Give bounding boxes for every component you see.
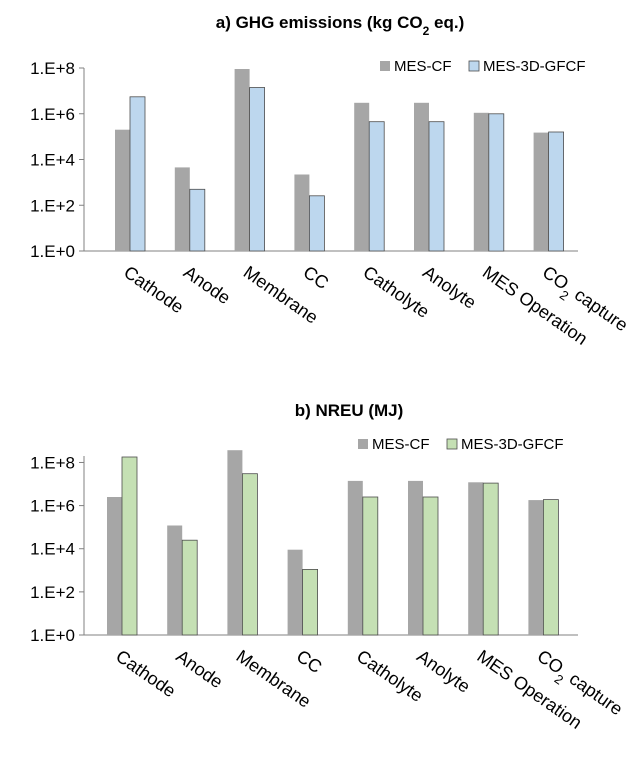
chart-title: a) GHG emissions (kg CO2 eq.): [216, 13, 465, 38]
y-tick-label: 1.E+6: [30, 497, 75, 516]
bar-mes-3d-gfcf-mes-operation: [488, 113, 505, 252]
bar-mes-cf-co-capture: [528, 500, 544, 635]
bar-mes-3d-gfcf-cc: [302, 569, 319, 636]
x-tick-label: Anode: [172, 646, 226, 692]
bar-mes-cf-mes-operation: [468, 482, 484, 635]
y-tick-label: 1.E+8: [30, 59, 75, 78]
bar-mes-cf-mes-operation: [473, 112, 489, 251]
y-tick-label: 1.E+0: [30, 242, 75, 261]
bar-mes-cf-membrane: [234, 69, 250, 251]
x-tick-label: Cathode: [112, 646, 179, 701]
bar-mes-3d-gfcf-cathode: [121, 456, 138, 636]
bar-mes-3d-gfcf-catholyte: [368, 121, 385, 252]
legend-label: MES-3D-GFCF: [461, 436, 564, 453]
bar-mes-cf-anolyte: [408, 480, 423, 635]
bar-mes-cf-cc: [294, 174, 310, 251]
bar-mes-cf-anode: [174, 167, 190, 251]
bar-mes-cf-anolyte: [414, 102, 429, 251]
bar-mes-3d-gfcf-cc: [308, 195, 325, 252]
bar-mes-3d-gfcf-membrane: [241, 473, 258, 636]
bar-mes-3d-gfcf-membrane: [249, 87, 266, 252]
y-tick-label: 1.E+2: [30, 583, 75, 602]
x-tick-label: Cathode: [120, 262, 187, 317]
bar-mes-cf-membrane: [227, 450, 243, 635]
x-tick-label: Catholyte: [359, 262, 433, 322]
legend: MES-CF MES-3D-GFCF: [358, 436, 564, 453]
bar-mes-3d-gfcf-catholyte: [362, 496, 379, 636]
x-tick-label: Anode: [180, 262, 234, 308]
chart-b: b) NREU (MJ) 1.E+0 1.E+2 1.E+4 1.E+6 1.E+8 Cat…: [30, 401, 626, 733]
bar-mes-3d-gfcf-anode: [181, 539, 198, 636]
bar-mes-3d-gfcf-mes-operation: [482, 482, 499, 636]
bar-mes-3d-gfcf-co-capture: [543, 499, 559, 636]
bar-mes-3d-gfcf-co-capture: [548, 131, 564, 252]
bar-mes-cf-cathode: [107, 497, 122, 635]
chart-title: b) NREU (MJ): [295, 401, 404, 420]
y-tick-label: 1.E+4: [30, 540, 75, 559]
bar-mes-cf-catholyte: [347, 480, 363, 635]
bar-mes-cf-co-capture: [533, 132, 549, 251]
bar-mes-cf-anode: [167, 525, 183, 635]
y-tick-label: 1.E+4: [30, 151, 75, 170]
legend-swatch: [446, 438, 458, 450]
x-tick-label: CC: [293, 646, 326, 677]
bar-mes-3d-gfcf-anode: [189, 188, 206, 252]
bar-mes-3d-gfcf-anolyte: [428, 121, 445, 252]
y-tick-label: 1.E+8: [30, 453, 75, 472]
legend-label: MES-CF: [372, 436, 430, 453]
x-tick-label: MES Operation: [479, 262, 591, 349]
legend-swatch: [380, 61, 390, 71]
legend-label: MES-CF: [394, 58, 452, 75]
legend-swatch: [358, 439, 368, 449]
legend: MES-CF MES-3D-GFCF: [380, 58, 586, 75]
x-tick-label: MES Operation: [473, 646, 585, 733]
x-tick-label: Catholyte: [353, 646, 427, 706]
bar-mes-cf-catholyte: [354, 102, 370, 251]
y-tick-label: 1.E+0: [30, 626, 75, 645]
bar-mes-cf-cc: [287, 549, 303, 635]
bar-mes-3d-gfcf-cathode: [129, 96, 146, 252]
bar-mes-3d-gfcf-anolyte: [422, 496, 439, 636]
y-tick-label: 1.E+6: [30, 105, 75, 124]
x-tick-label: CC: [300, 262, 333, 293]
legend-swatch: [468, 60, 480, 72]
chart-a: a) GHG emissions (kg CO2 eq.) 1.E+0 1.E+2 1…: [30, 13, 632, 349]
y-tick-label: 1.E+2: [30, 196, 75, 215]
legend-label: MES-3D-GFCF: [483, 58, 586, 75]
bar-mes-cf-cathode: [115, 129, 130, 251]
